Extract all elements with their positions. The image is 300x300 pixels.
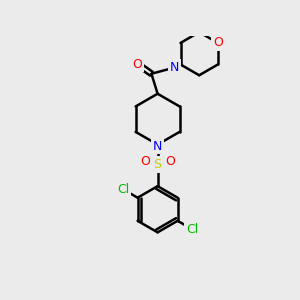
Text: N: N bbox=[153, 140, 162, 153]
Text: O: O bbox=[213, 36, 223, 50]
Text: N: N bbox=[170, 61, 179, 74]
Text: O: O bbox=[165, 155, 175, 168]
Text: O: O bbox=[133, 58, 142, 70]
Text: N: N bbox=[170, 61, 179, 74]
Text: S: S bbox=[154, 158, 162, 171]
Text: O: O bbox=[140, 155, 150, 168]
Text: Cl: Cl bbox=[117, 183, 129, 196]
Text: Cl: Cl bbox=[186, 223, 198, 236]
